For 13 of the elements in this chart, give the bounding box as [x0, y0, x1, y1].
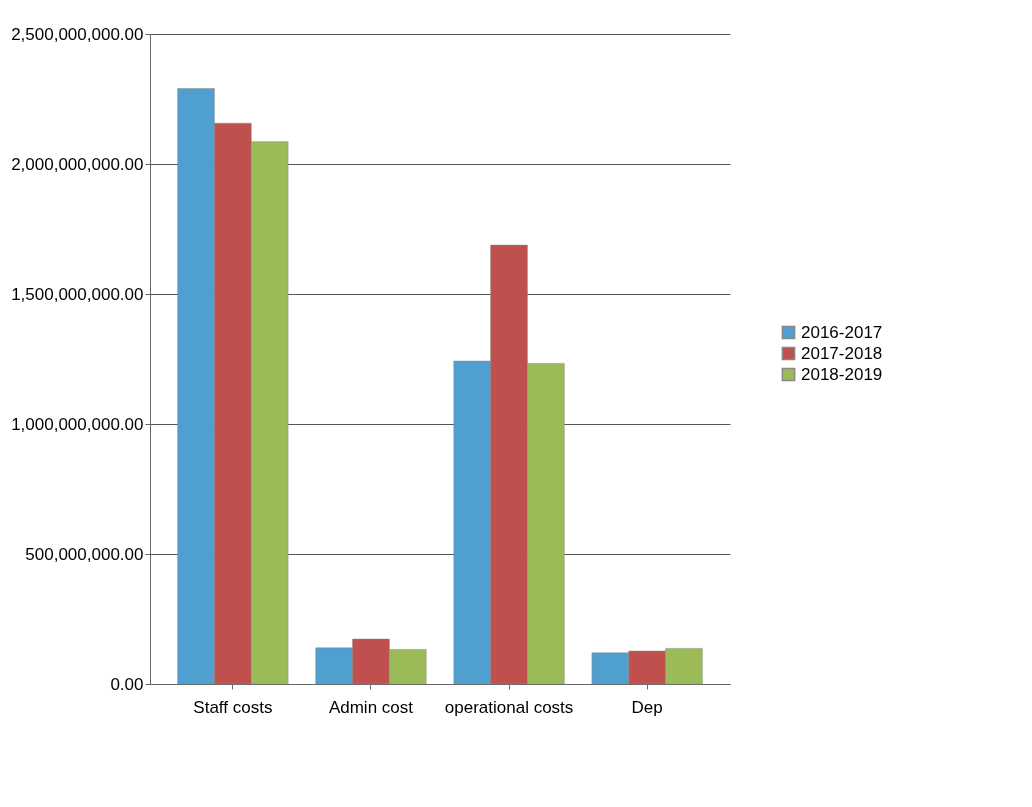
- x-tick-label: Dep: [631, 697, 663, 717]
- legend-label: 2017-2018: [801, 343, 883, 363]
- x-tick-label: Admin cost: [328, 697, 414, 717]
- y-tick-label: 2,500,000,000.00: [11, 24, 144, 44]
- y-tick-label: 1,500,000,000.00: [11, 284, 144, 304]
- y-tick-label: 0.00: [110, 674, 144, 694]
- x-tick-label: Staff costs: [193, 697, 273, 717]
- x-tick-label: operational costs: [444, 697, 574, 717]
- y-tick-label: 500,000,000.00: [25, 544, 144, 564]
- legend-label: 2018-2019: [801, 364, 883, 384]
- y-tick-label: 1,000,000,000.00: [11, 414, 144, 434]
- y-tick-label: 2,000,000,000.00: [11, 154, 144, 174]
- legend-label: 2016-2017: [801, 322, 883, 342]
